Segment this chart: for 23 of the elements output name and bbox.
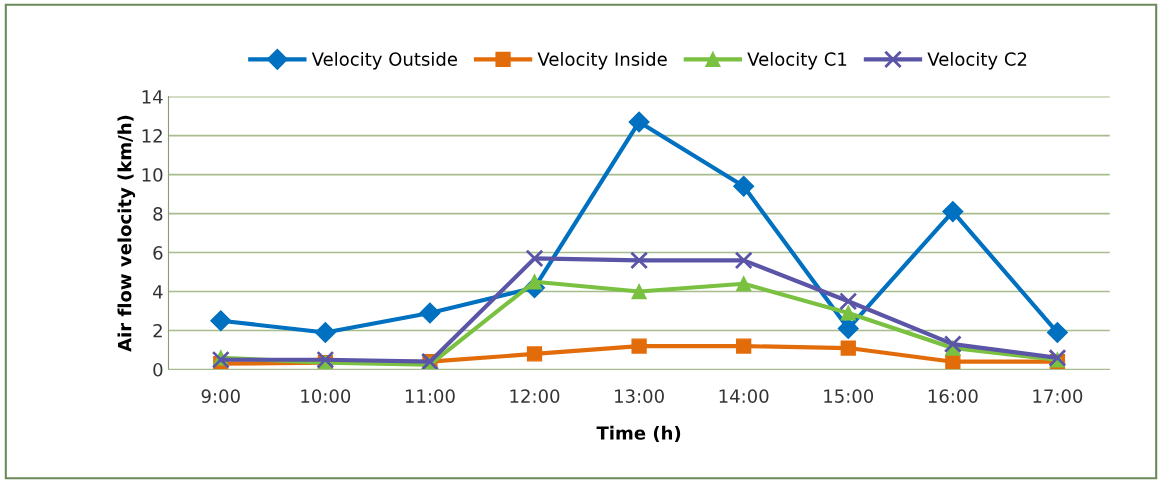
x-tick-label: 16:00 bbox=[928, 389, 978, 403]
y-tick-label: 12 bbox=[142, 129, 162, 143]
x-tick-label: 17:00 bbox=[1033, 389, 1083, 403]
legend-label: Velocity Inside bbox=[537, 51, 667, 70]
y-tick-label: 2 bbox=[153, 323, 162, 338]
x-tick-label: 15:00 bbox=[824, 389, 874, 403]
x-tick-label: 10:00 bbox=[301, 389, 351, 403]
y-tick-label: 8 bbox=[153, 207, 163, 221]
x-tick-label: 14:00 bbox=[719, 389, 769, 403]
y-tick-label: 10 bbox=[142, 168, 163, 182]
y-tick-label: 14 bbox=[142, 90, 163, 104]
x-tick-label: 9:00 bbox=[201, 389, 240, 403]
y-tick-label: 0 bbox=[153, 362, 163, 377]
y-axis-title: Air flow velocity (km/h) bbox=[117, 115, 136, 352]
x-axis-title: Time (h) bbox=[596, 425, 681, 442]
x-tick-label: 11:00 bbox=[405, 389, 455, 403]
y-tick-label: 4 bbox=[153, 285, 163, 299]
x-tick-label: 12:00 bbox=[510, 389, 560, 403]
legend-label: Velocity C2 bbox=[927, 51, 1027, 70]
legend-label: Velocity C1 bbox=[747, 51, 847, 70]
x-tick-label: 13:00 bbox=[615, 389, 664, 403]
legend-label: Velocity Outside bbox=[311, 51, 457, 70]
y-tick-label: 6 bbox=[153, 246, 163, 260]
